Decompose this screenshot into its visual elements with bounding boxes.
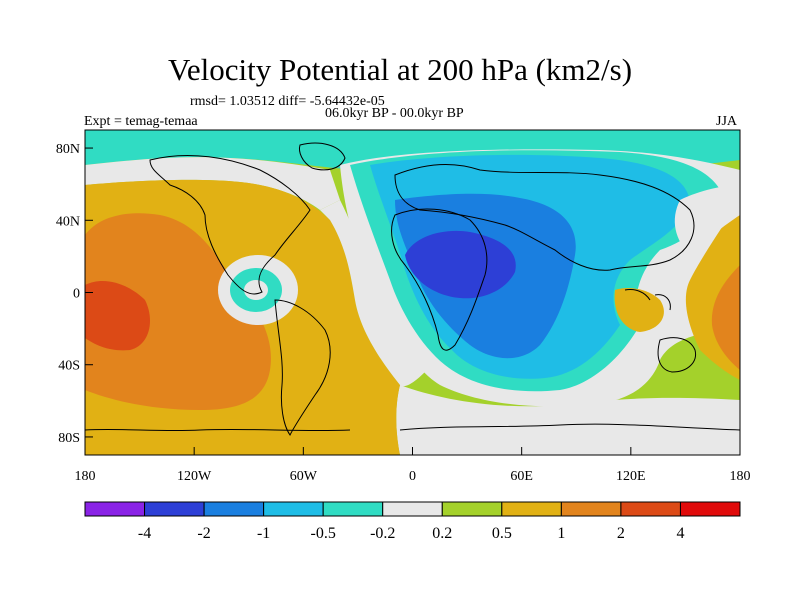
antarctic-band: [396, 385, 740, 455]
colorbar-label: 0.5: [492, 525, 512, 542]
colorbar-label: 1: [557, 525, 565, 542]
colorbar-swatch: [203, 501, 265, 517]
colorbar-label: 0.2: [432, 525, 452, 542]
colorbar-label: -4: [138, 525, 151, 542]
colorbar-swatch: [382, 501, 443, 517]
colorbar-swatch: [322, 501, 384, 517]
colorbar-label: -0.2: [370, 525, 395, 542]
east-asia-grey: [674, 185, 740, 255]
colorbar-label: -0.5: [311, 525, 336, 542]
x-tick-label: 180: [75, 469, 96, 484]
period-text: 06.0kyr BP - 00.0kyr BP: [325, 106, 464, 121]
season-label: JJA: [716, 114, 738, 129]
pacific-region-3: [85, 280, 150, 351]
pacific-region-2: [85, 213, 271, 410]
central-america-core: [244, 280, 268, 300]
colorbar-swatch: [441, 501, 503, 517]
colorbar-swatch: [144, 501, 205, 517]
indonesia-region: [614, 288, 664, 332]
arctic-band-grey: [85, 157, 340, 210]
colorbar-label: 2: [617, 525, 625, 542]
africa-region-core: [405, 230, 516, 299]
stats-text: rmsd= 1.03512 diff= -5.64432e-05: [190, 94, 385, 109]
colorbar-swatch: [560, 501, 622, 517]
coastlines: [85, 142, 740, 436]
x-tick-label: 60E: [510, 469, 533, 484]
page-title: Velocity Potential at 200 hPa (km2/s): [167, 52, 633, 87]
y-tick-label: 80S: [58, 431, 80, 446]
x-tick-label: 120W: [177, 469, 212, 484]
colorbar-label: -1: [257, 525, 270, 542]
colorbar-swatch: [501, 501, 562, 517]
colorbar-label: 4: [676, 525, 684, 542]
colorbar-swatch: [679, 501, 741, 517]
colorbar: -4 -2 -1 -0.5 -0.2 0.2 0.5 1 2 4: [84, 501, 741, 542]
colorbar-swatch: [263, 501, 324, 517]
y-tick-label: 40N: [56, 214, 80, 229]
colorbar-label: -2: [197, 525, 210, 542]
colorbar-swatch: [84, 501, 146, 517]
west-pacific-region-2: [711, 265, 740, 370]
y-tick-label: 40S: [58, 359, 80, 374]
x-tick-label: 0: [409, 469, 416, 484]
x-tick-label: 60W: [290, 469, 318, 484]
y-tick-label: 0: [73, 287, 80, 302]
colorbar-swatch: [620, 501, 681, 517]
x-tick-label: 120E: [616, 469, 646, 484]
y-tick-label: 80N: [56, 142, 80, 157]
experiment-label: Expt = temag-temaa: [84, 114, 198, 129]
x-tick-label: 180: [730, 469, 751, 484]
contour-fill-layer: [85, 130, 740, 455]
y-axis: 80N 40N 0 40S 80S: [56, 142, 93, 446]
x-axis: 180 120W 60W 0 60E 120E 180: [75, 447, 751, 484]
